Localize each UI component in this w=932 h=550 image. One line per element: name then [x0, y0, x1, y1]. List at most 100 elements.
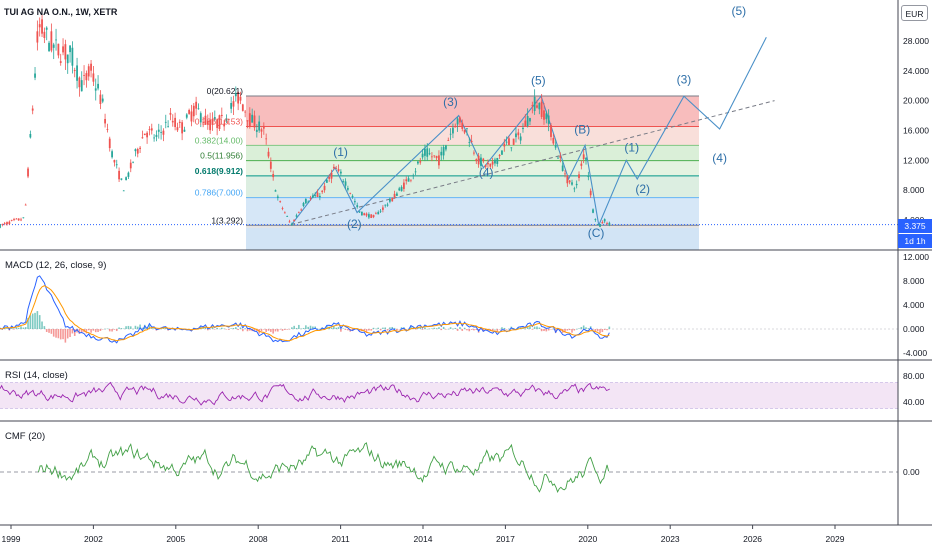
price-axis[interactable]: 28.000 24.000 20.000 16.000 12.000 8.000 4.000…	[903, 36, 929, 477]
candle-body	[360, 211, 363, 216]
candle-body	[20, 219, 22, 221]
candle-body	[253, 115, 256, 128]
candle-body	[164, 121, 167, 123]
macd-histogram-bar	[104, 328, 106, 330]
macd-panel[interactable]	[0, 275, 898, 344]
macd-histogram-bar	[531, 329, 534, 330]
time-tick-label: 2020	[578, 534, 597, 544]
macd-histogram-bar	[370, 329, 373, 331]
candle-body	[204, 115, 207, 125]
candle-body	[304, 198, 307, 204]
candle-body	[6, 222, 8, 225]
candle-body	[99, 94, 102, 104]
time-tick-label: 2008	[249, 534, 268, 544]
candle-body	[491, 161, 494, 165]
candle-body	[195, 101, 198, 109]
candle-body	[314, 195, 317, 196]
macd-histogram-bar	[295, 327, 298, 329]
macd-histogram-bar	[508, 328, 510, 330]
wave-projection-path[interactable]	[598, 37, 767, 226]
candle-body	[566, 175, 569, 184]
candle-body	[512, 138, 515, 145]
macd-histogram-bar	[454, 327, 457, 329]
macd-histogram-bar	[230, 328, 232, 329]
fibonacci-retracement[interactable]	[246, 95, 699, 250]
candle-body	[300, 209, 303, 211]
macd-histogram-bar	[20, 326, 22, 329]
candle-body	[328, 177, 331, 179]
candle-body	[456, 118, 459, 125]
candle-body	[272, 174, 275, 178]
time-axis[interactable]: 1999 2002 2005 2008 2011 2014 2017 2020 2023 2026…	[2, 525, 845, 544]
macd-histogram-bar	[312, 326, 314, 329]
candle-body	[220, 114, 223, 117]
macd-histogram-bar	[529, 326, 531, 329]
candle-body	[503, 143, 506, 147]
macd-histogram-bar	[405, 329, 408, 330]
candle-body	[339, 171, 342, 174]
macd-histogram-bar	[496, 329, 499, 332]
cmf-panel[interactable]	[0, 442, 898, 493]
candle-body	[281, 208, 284, 209]
rsi-panel[interactable]	[0, 381, 898, 409]
macd-histogram-bar	[249, 329, 251, 331]
macd-histogram-bar	[307, 326, 309, 329]
fib-level-label: 1(3.292)	[211, 215, 243, 225]
elliott-wave-path[interactable]	[290, 95, 600, 226]
candle-body	[216, 119, 219, 128]
candle-body	[127, 172, 130, 177]
candle-body	[419, 161, 422, 163]
candle-body	[241, 104, 244, 111]
price-tick-label: 16.000	[903, 126, 929, 136]
candle-body	[526, 116, 529, 126]
candle-body	[522, 127, 524, 130]
candle-body	[400, 186, 403, 192]
macd-histogram-bar	[43, 326, 46, 329]
macd-histogram-bar	[326, 326, 328, 329]
candle-body	[536, 105, 538, 108]
macd-histogram-bar	[209, 329, 211, 330]
candle-body	[80, 80, 83, 92]
candle-body	[167, 126, 170, 128]
trend-line[interactable]	[291, 100, 775, 225]
candle-body	[363, 213, 366, 216]
candle-body	[43, 31, 46, 38]
candle-body	[10, 219, 13, 221]
macd-histogram-bar	[204, 326, 207, 329]
fib-level-label: 0.382(14.00)	[195, 135, 243, 145]
macd-histogram-bar	[389, 327, 391, 329]
macd-tick-label: 4.000	[903, 300, 925, 310]
macd-histogram-bar	[463, 327, 466, 329]
macd-histogram-bar	[141, 327, 144, 329]
candle-body	[561, 165, 564, 171]
candle-body	[192, 105, 195, 117]
candle-body	[162, 130, 165, 135]
candle-body	[85, 73, 88, 81]
macd-histogram-bar	[99, 329, 102, 331]
macd-histogram-bar	[50, 329, 53, 334]
macd-histogram-bar	[69, 329, 71, 338]
candle-body	[111, 151, 113, 158]
macd-histogram-bar	[125, 326, 127, 329]
macd-histogram-bar	[221, 327, 223, 329]
candle-body	[335, 168, 338, 169]
price-tick-label: 8.000	[903, 185, 925, 195]
candle-body	[94, 88, 97, 91]
macd-histogram-bar	[246, 329, 249, 332]
candle-body	[365, 213, 368, 216]
candle-body	[178, 121, 181, 123]
macd-histogram-bar	[585, 327, 587, 329]
macd-histogram-bar	[225, 329, 228, 330]
cmf-line	[38, 442, 610, 493]
candle-body	[559, 155, 562, 158]
candle-body	[244, 111, 247, 113]
candle-body	[286, 216, 289, 217]
candle-body	[171, 120, 174, 123]
macd-histogram-bar	[263, 329, 265, 330]
candle-body	[24, 204, 27, 206]
macd-histogram-bar	[111, 329, 113, 332]
currency-button[interactable]: EUR	[901, 5, 928, 21]
candle-body	[73, 70, 76, 72]
candle-body	[466, 128, 468, 130]
